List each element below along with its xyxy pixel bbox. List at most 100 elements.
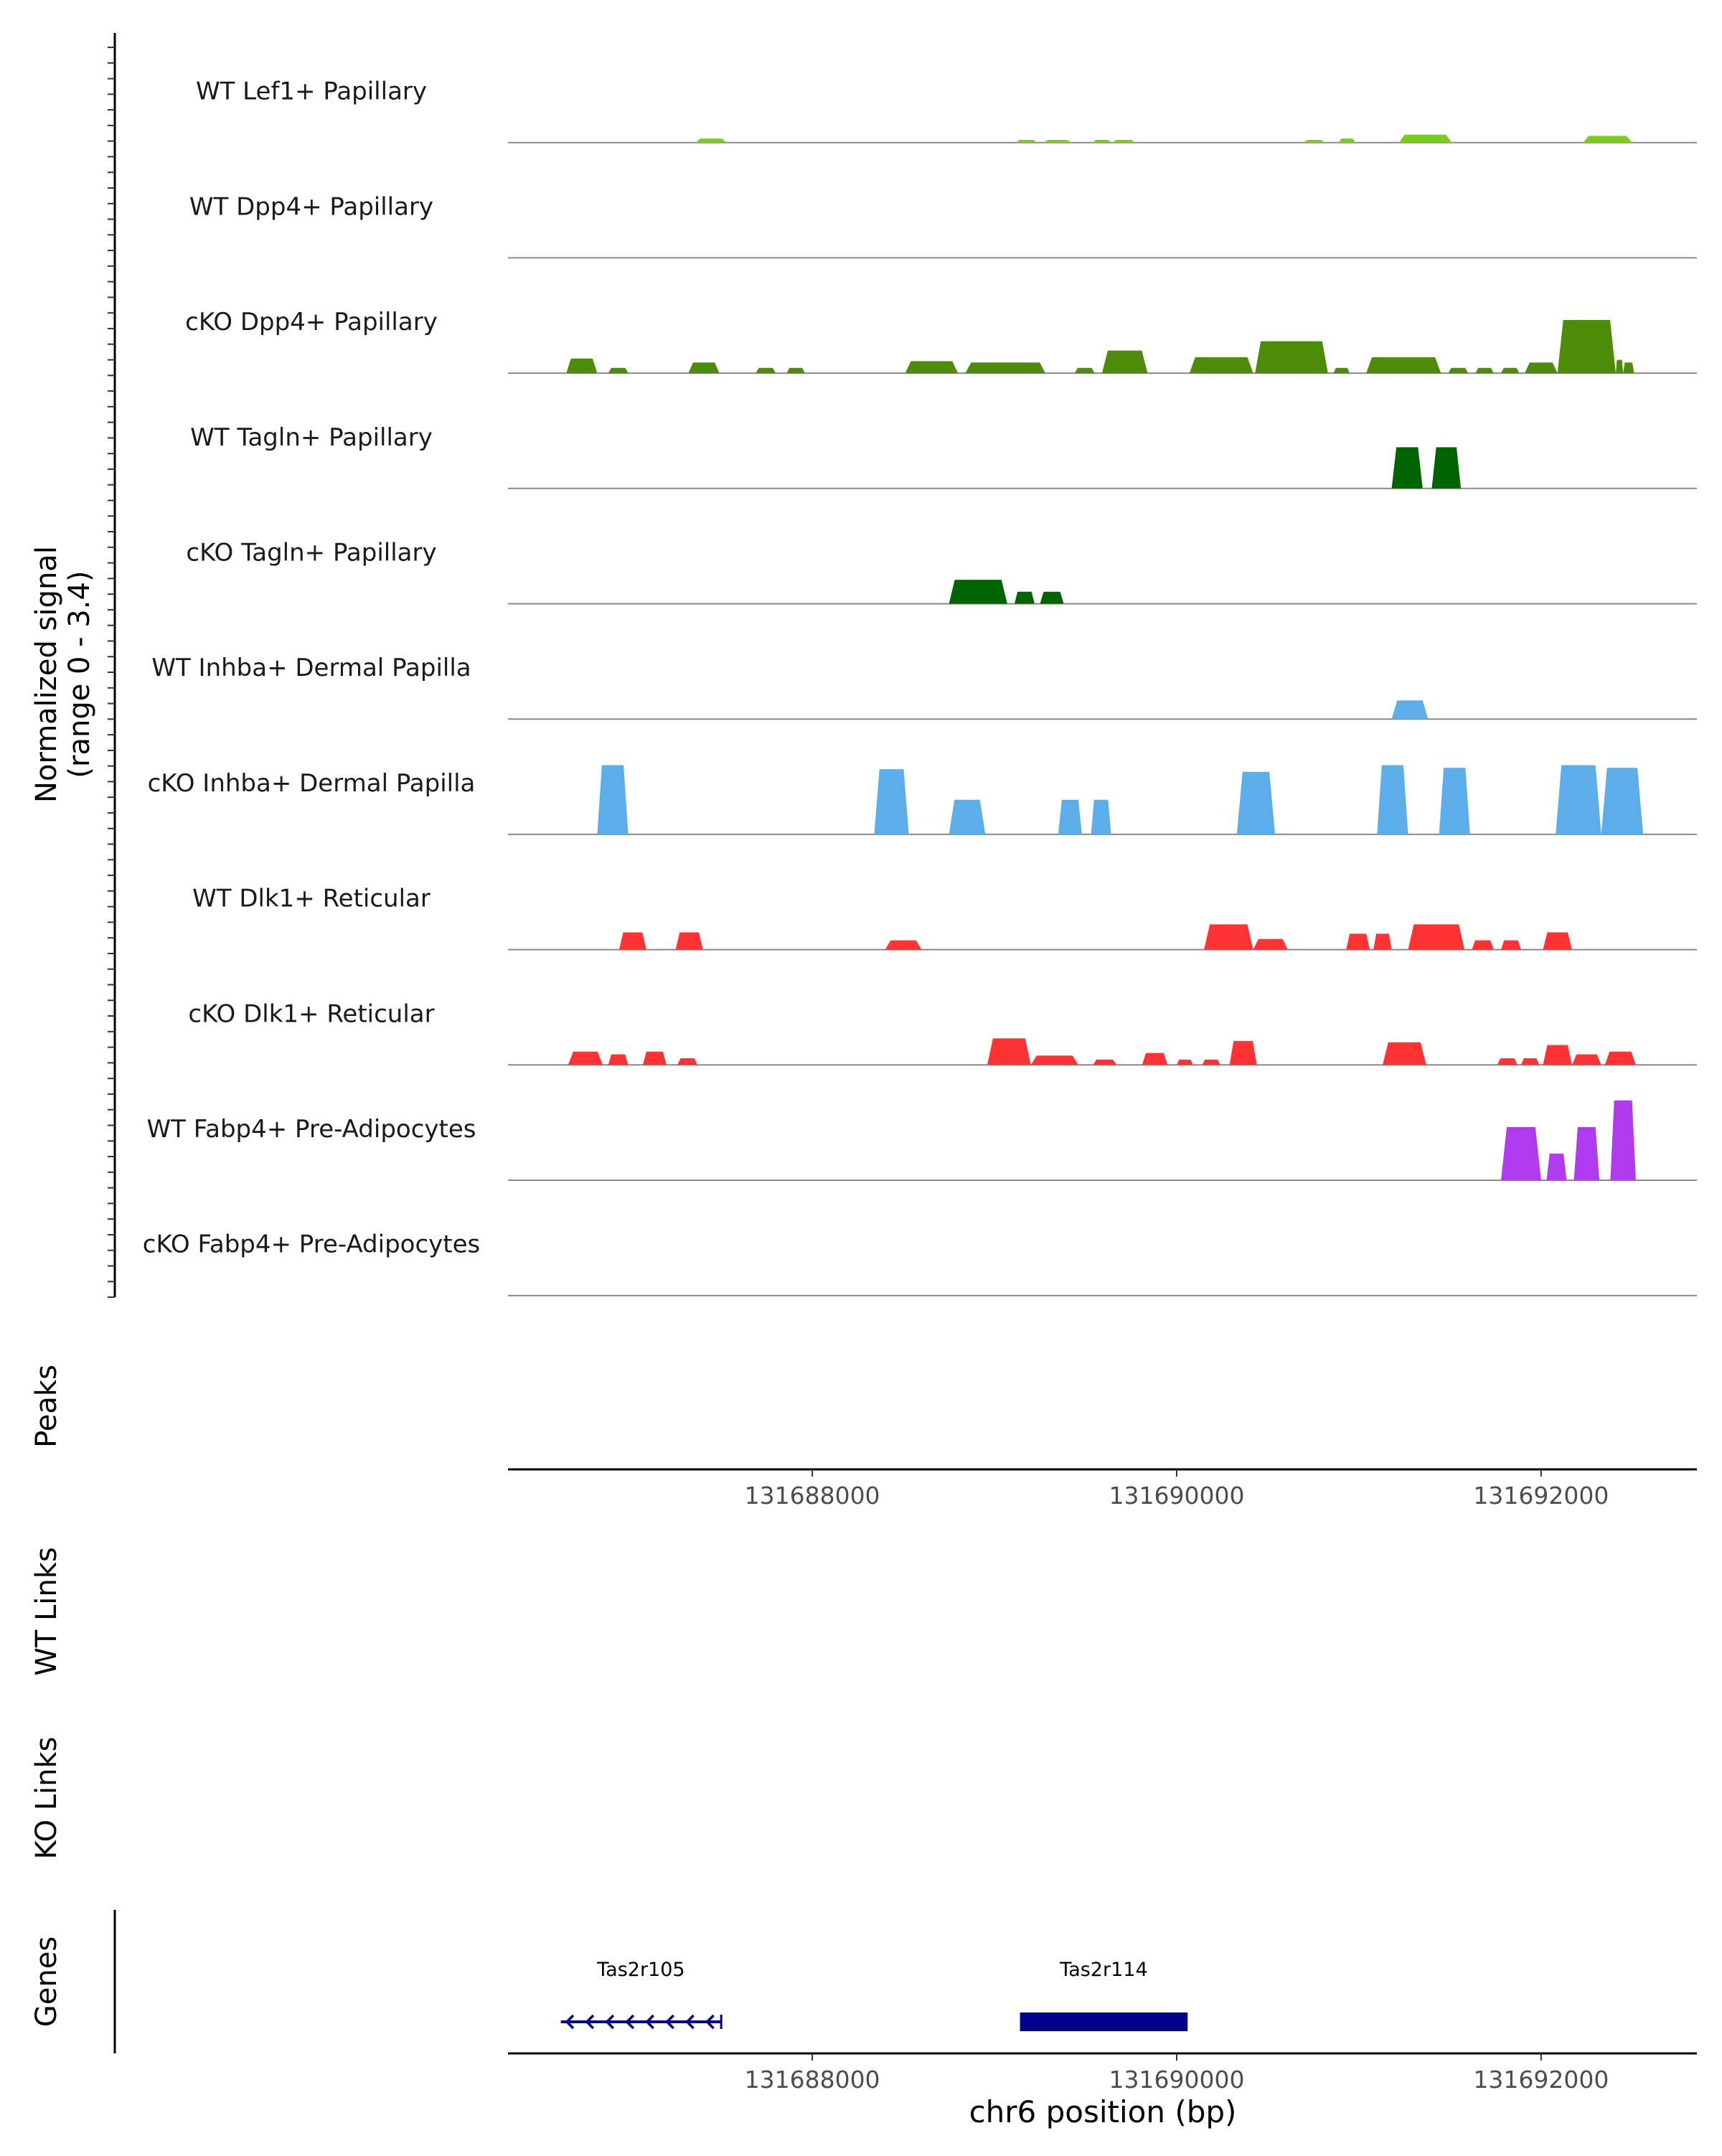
coverage-peak [1556, 765, 1601, 834]
coverage-peak [1255, 341, 1328, 374]
x-tick-label: 131688000 [745, 2066, 880, 2094]
coverage-peak [566, 358, 598, 374]
coverage-peak [949, 799, 986, 834]
x-axis-title: chr6 position (bp) [969, 2094, 1237, 2129]
coverage-peak [1142, 1053, 1168, 1065]
gene-label: Tas2r105 [596, 1959, 684, 1981]
coverage-peak [568, 1051, 603, 1065]
coverage-peak [1431, 447, 1462, 489]
coverage-peak [1439, 768, 1470, 834]
coverage-peak [642, 1051, 667, 1065]
track-2: WT Dpp4+ Papillary [189, 192, 1697, 259]
genes-track-label: Genes [30, 1936, 63, 2027]
coverage-peak [786, 367, 805, 374]
x-axis-genes: 131688000 131690000 131692000 [508, 2052, 1697, 2094]
coverage-peak [1202, 1059, 1220, 1065]
coverage-peak [677, 1058, 698, 1065]
coverage-peak [1391, 447, 1423, 489]
coverage-peak [1091, 799, 1111, 834]
coverage-peak [1525, 362, 1558, 374]
coverage-peak [1543, 932, 1572, 950]
coverage-peak [1113, 140, 1135, 143]
gene-tas2r105: Tas2r105 [560, 1959, 723, 2030]
gene-tas2r114: Tas2r114 [1020, 1959, 1188, 2031]
coverage-peak [1043, 140, 1071, 143]
coverage-peak [1501, 1126, 1541, 1180]
coverage-peak [1583, 136, 1632, 143]
coverage-peak [756, 367, 776, 374]
coverage-peak [608, 367, 629, 374]
track-label: cKO Dlk1+ Reticular [188, 999, 434, 1028]
y-axis-label-line2: (range 0 - 3.4) [63, 570, 96, 778]
x-tick-label: 131690000 [1109, 1482, 1244, 1510]
track-label: cKO Dpp4+ Papillary [185, 308, 438, 336]
coverage-peak [1501, 367, 1520, 374]
track-label: WT Dlk1+ Reticular [192, 885, 430, 913]
track-11: cKO Fabp4+ Pre-Adipocytes [143, 1230, 1697, 1296]
gene-strand-arrow [625, 2014, 635, 2030]
coverage-peak [1475, 367, 1494, 374]
coverage-peak [965, 362, 1046, 374]
track-label: WT Fabp4+ Pre-Adipocytes [147, 1115, 476, 1144]
coverage-peak [688, 362, 720, 374]
coverage-peak [1189, 357, 1253, 374]
ko-links-track-label: KO Links [30, 1737, 63, 1860]
track-6: WT Inhba+ Dermal Papilla [151, 654, 1697, 720]
wt-links-track-label: WT Links [30, 1547, 63, 1675]
coverage-peak [1604, 1051, 1636, 1065]
coverage-peak [1572, 1054, 1601, 1065]
coverage-peak [1616, 359, 1624, 374]
coverage-peak [1408, 924, 1465, 950]
coverage-peak [1015, 591, 1035, 604]
coverage-peak [597, 765, 629, 834]
coverage-peak [874, 769, 909, 834]
track-8: WT Dlk1+ Reticular [192, 885, 1697, 951]
track-label: cKO Tagln+ Papillary [186, 539, 436, 568]
y-axis-label: Normalized signal (range 0 - 3.4) [30, 546, 96, 803]
coverage-peak [987, 1038, 1031, 1065]
track-5: cKO Tagln+ Papillary [186, 539, 1697, 605]
track-1: WT Lef1+ Papillary [196, 77, 1697, 143]
coverage-peak [1472, 940, 1494, 950]
coverage-peak [1448, 367, 1469, 374]
track-10: WT Fabp4+ Pre-Adipocytes [147, 1100, 1697, 1181]
gene-strand-arrow [605, 2014, 615, 2030]
x-tick-label: 131688000 [745, 1482, 880, 1510]
coverage-peak [1101, 350, 1148, 374]
coverage-peak [1229, 1040, 1257, 1065]
coverage-peak [1030, 1055, 1078, 1065]
coverage-peak [1573, 1126, 1600, 1180]
coverage-peak [1546, 1153, 1567, 1180]
coverage-peak [1391, 700, 1429, 720]
coverage-peak [1373, 933, 1392, 950]
coverage-peak [1016, 140, 1037, 143]
gene-strand-arrow [585, 2014, 595, 2030]
coverage-peak [1497, 1058, 1518, 1065]
track-7: cKO Inhba+ Dermal Papilla [148, 765, 1697, 835]
coverage-peak [1177, 1059, 1193, 1065]
coverage-peak [1040, 591, 1064, 604]
coverage-peak [1398, 134, 1452, 143]
track-3: cKO Dpp4+ Papillary [185, 308, 1697, 375]
coverage-peak [1304, 140, 1325, 143]
coverage-peak [1236, 771, 1276, 834]
track-label: cKO Inhba+ Dermal Papilla [148, 769, 476, 798]
track-label: WT Inhba+ Dermal Papilla [151, 654, 471, 682]
coverage-peak [1543, 1045, 1572, 1065]
y-axis-label-line1: Normalized signal [30, 546, 63, 803]
track-9: cKO Dlk1+ Reticular [188, 999, 1697, 1066]
coverage-peak [1074, 367, 1095, 374]
coverage-peak [695, 138, 727, 143]
coverage-peak [608, 1054, 629, 1065]
coverage-peak [1093, 1059, 1117, 1065]
coverage-peak [1557, 320, 1616, 374]
coverage-peak [1204, 924, 1253, 950]
peaks-track-label: Peaks [30, 1365, 63, 1448]
coverage-tracks: WT Lef1+ Papillary WT Dpp4+ Papillary cKO … [108, 33, 1697, 1298]
x-tick-label: 131692000 [1473, 1482, 1609, 1510]
coverage-peak [885, 940, 922, 950]
track-label: WT Lef1+ Papillary [196, 77, 427, 106]
